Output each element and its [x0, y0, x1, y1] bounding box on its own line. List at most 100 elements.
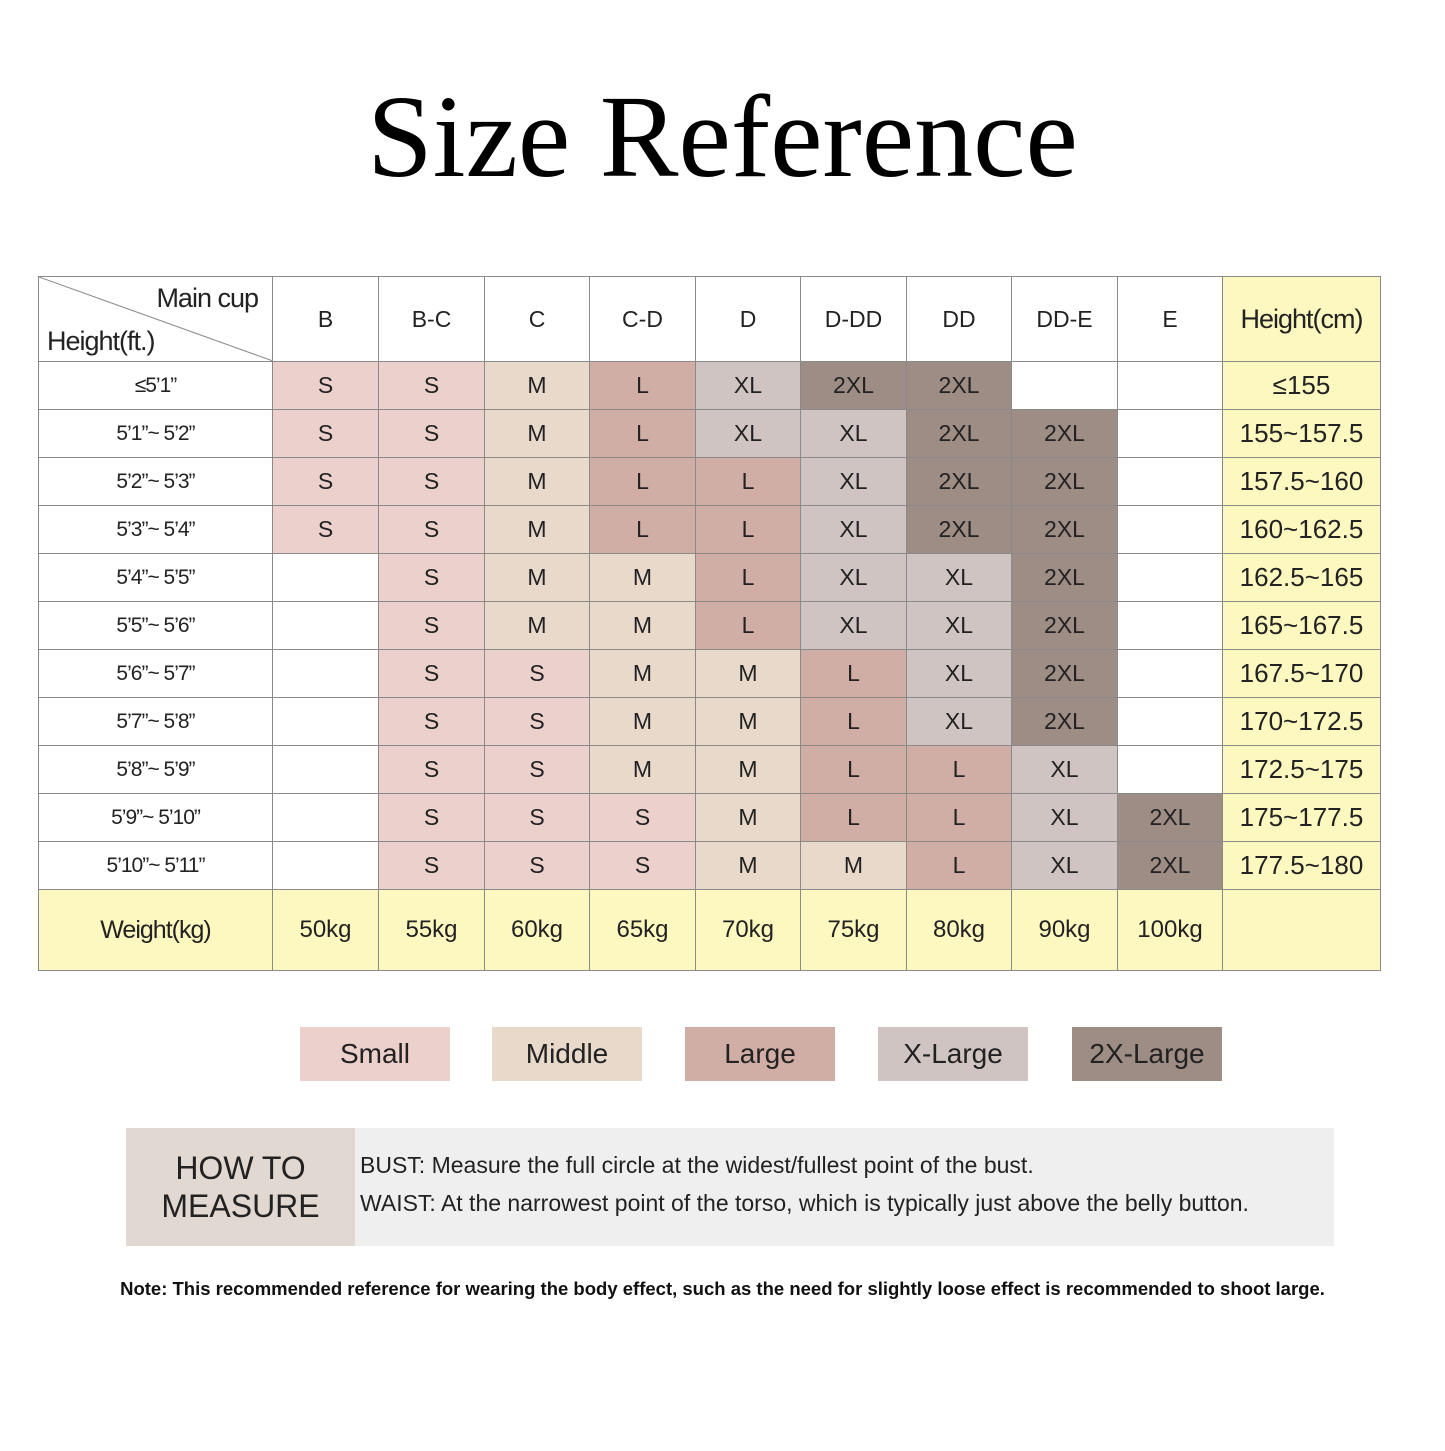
cup-header-cell: DD — [906, 276, 1012, 362]
size-cell: 2XL — [906, 361, 1012, 410]
size-cell: XL — [1011, 745, 1118, 794]
size-cell: 2XL — [800, 361, 907, 410]
size-cell: XL — [906, 649, 1012, 698]
height-cm-cell: 167.5~170 — [1222, 649, 1381, 698]
weight-cell: 60kg — [484, 889, 590, 971]
cup-header-cell: E — [1117, 276, 1223, 362]
size-cell: L — [906, 793, 1012, 842]
size-cell: XL — [906, 553, 1012, 602]
size-cell: L — [589, 361, 696, 410]
height-cm-header: Height(cm) — [1222, 276, 1381, 362]
bust-instruction: BUST: Measure the full circle at the wid… — [360, 1152, 1034, 1178]
weight-empty-cell — [1222, 889, 1381, 971]
size-cell: S — [484, 649, 590, 698]
height-ft-cell: 5’3”~ 5’4” — [38, 505, 273, 554]
size-cell: M — [484, 409, 590, 458]
height-ft-cell: 5’2”~ 5’3” — [38, 457, 273, 506]
height-cm-cell: 157.5~160 — [1222, 457, 1381, 506]
size-cell: M — [589, 697, 696, 746]
size-cell: M — [695, 649, 801, 698]
cup-header-cell: B — [272, 276, 379, 362]
size-cell: XL — [800, 409, 907, 458]
size-cell — [272, 553, 379, 602]
size-cell: XL — [800, 601, 907, 650]
size-cell: S — [484, 745, 590, 794]
how-to-measure-box: HOW TO MEASURE BUST: Measure the full ci… — [126, 1128, 1334, 1246]
size-cell: M — [589, 601, 696, 650]
height-cm-cell: 165~167.5 — [1222, 601, 1381, 650]
size-cell: XL — [800, 457, 907, 506]
size-cell: 2XL — [906, 409, 1012, 458]
size-cell: S — [378, 505, 485, 554]
legend-item: Small — [300, 1027, 450, 1081]
cup-header-cell: D — [695, 276, 801, 362]
height-cm-cell: 155~157.5 — [1222, 409, 1381, 458]
waist-instruction: WAIST: At the narrowest point of the tor… — [360, 1190, 1249, 1216]
weight-cell: 100kg — [1117, 889, 1223, 971]
size-cell: S — [378, 553, 485, 602]
size-cell: 2XL — [1011, 505, 1118, 554]
weight-cell: 75kg — [800, 889, 907, 971]
size-cell: XL — [800, 505, 907, 554]
cup-header-cell: C-D — [589, 276, 696, 362]
table-row: 5’3”~ 5’4” S S M L L XL 2XL 2XL 160~162.5 — [38, 505, 1381, 554]
table-row: 5’10”~ 5’11” S S S M M L XL 2XL 177.5~180 — [38, 841, 1381, 890]
size-cell: S — [272, 409, 379, 458]
weight-cell: 50kg — [272, 889, 379, 971]
size-cell: 2XL — [1011, 409, 1118, 458]
size-cell: S — [589, 841, 696, 890]
size-cell — [272, 745, 379, 794]
size-cell: S — [484, 841, 590, 890]
table-row: ≤5’1” S S M L XL 2XL 2XL ≤155 — [38, 361, 1381, 410]
size-cell: S — [378, 457, 485, 506]
size-cell: XL — [695, 361, 801, 410]
weight-label: Weight(kg) — [38, 889, 273, 971]
how-to-measure-line2: MEASURE — [161, 1188, 320, 1224]
size-cell — [1117, 553, 1223, 602]
size-cell: L — [589, 505, 696, 554]
diagonal-divider — [39, 277, 272, 361]
height-ft-cell: 5’4”~ 5’5” — [38, 553, 273, 602]
legend-item: X-Large — [878, 1027, 1028, 1081]
size-cell: L — [800, 793, 907, 842]
size-cell: 2XL — [1117, 793, 1223, 842]
size-cell: XL — [906, 601, 1012, 650]
size-cell: L — [695, 505, 801, 554]
size-cell: M — [589, 649, 696, 698]
height-ft-cell: ≤5’1” — [38, 361, 273, 410]
height-ft-label: Height(ft.) — [47, 326, 156, 356]
height-cm-cell: 172.5~175 — [1222, 745, 1381, 794]
size-cell: M — [484, 361, 590, 410]
size-cell: M — [695, 793, 801, 842]
size-cell: XL — [906, 697, 1012, 746]
main-cup-label: Main cup — [156, 283, 259, 313]
size-cell: L — [589, 409, 696, 458]
size-cell: 2XL — [1011, 553, 1118, 602]
size-cell: M — [695, 697, 801, 746]
weight-cell: 90kg — [1011, 889, 1118, 971]
size-cell: M — [484, 553, 590, 602]
size-cell: XL — [695, 409, 801, 458]
size-cell: 2XL — [906, 457, 1012, 506]
size-cell: S — [484, 697, 590, 746]
table-row: 5’2”~ 5’3” S S M L L XL 2XL 2XL 157.5~160 — [38, 457, 1381, 506]
size-cell — [272, 649, 379, 698]
size-cell: S — [378, 361, 485, 410]
size-table: Main cup Height(ft.) B B-C C C-D D D-DD DD DD-E… — [38, 276, 1381, 971]
table-row: 5’5”~ 5’6” S M M L XL XL 2XL 165~167.5 — [38, 601, 1381, 650]
how-to-measure-line1: HOW TO — [175, 1150, 306, 1186]
size-cell: M — [484, 601, 590, 650]
size-cell — [1117, 601, 1223, 650]
size-cell — [1117, 361, 1223, 410]
cup-header-cell: DD-E — [1011, 276, 1118, 362]
size-cell: M — [695, 745, 801, 794]
size-cell — [272, 841, 379, 890]
table-row: 5’8”~ 5’9” S S M M L L XL 172.5~175 — [38, 745, 1381, 794]
size-cell: M — [800, 841, 907, 890]
legend-item: 2X-Large — [1072, 1027, 1222, 1081]
size-cell: XL — [800, 553, 907, 602]
size-cell — [272, 697, 379, 746]
size-cell — [1117, 745, 1223, 794]
size-cell: S — [589, 793, 696, 842]
weight-cell: 55kg — [378, 889, 485, 971]
